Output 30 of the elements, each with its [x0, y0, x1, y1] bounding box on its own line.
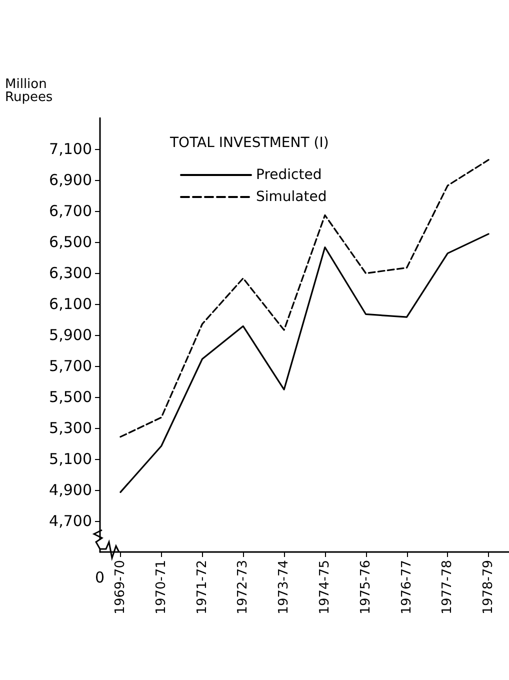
y-tick-label: 6,500 — [49, 233, 92, 251]
y-tick-label: 6,300 — [49, 264, 92, 282]
legend-label: Simulated — [256, 189, 327, 205]
x-tick-label: 1970-71 — [154, 560, 169, 614]
legend-label: Predicted — [256, 167, 322, 183]
x-tick-label: 1975-76 — [358, 560, 374, 614]
y-tick-label: 5,500 — [49, 388, 92, 406]
y-tick-label: 5,700 — [49, 357, 92, 375]
y-tick-label: 4,900 — [49, 481, 92, 499]
text: 0 — [95, 568, 105, 586]
x-tick-label: 1976-77 — [399, 560, 414, 614]
y-tick-label: 7,100 — [49, 140, 92, 158]
y-tick-label: 6,100 — [49, 295, 92, 313]
line-series — [120, 159, 490, 438]
y-tick-label: 6,900 — [49, 171, 92, 189]
y-tick-label: 5,900 — [49, 326, 92, 344]
x-tick-label: 1977-78 — [440, 560, 456, 614]
x-tick-label: 1969-70 — [112, 560, 128, 614]
x-tick-label: 1978-79 — [481, 560, 496, 614]
x-tick-label: 1974-75 — [317, 560, 332, 614]
y-tick-label: 4,700 — [49, 512, 92, 530]
y-tick-label: 6,700 — [49, 202, 92, 220]
x-tick-label: 1971-72 — [194, 560, 210, 614]
y-axis-title: Million Rupees — [5, 77, 53, 105]
line-series — [120, 233, 490, 493]
legend-title: TOTAL INVESTMENT (I) — [169, 135, 329, 151]
y-tick-label: 5,300 — [49, 419, 92, 437]
x-tick-label: 1972-73 — [236, 560, 251, 614]
x-tick-label: 1973-74 — [276, 560, 292, 614]
y-tick-label: 5,100 — [49, 450, 92, 468]
